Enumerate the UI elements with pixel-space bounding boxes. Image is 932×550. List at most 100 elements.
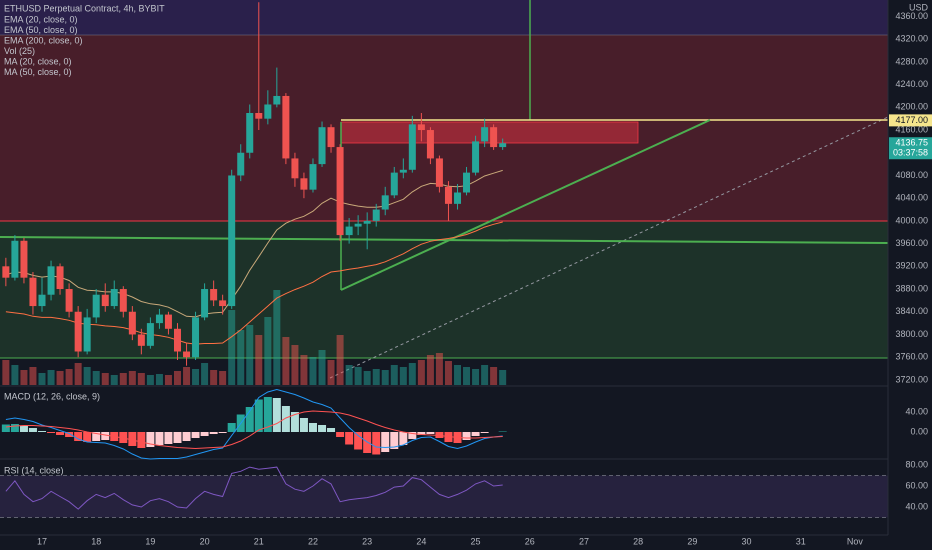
x-tick-label: 27 (579, 536, 589, 546)
candle-body (137, 334, 145, 346)
y-tick-label: 3960.00 (895, 238, 928, 248)
volume-bar (390, 365, 398, 385)
candle-body (192, 317, 200, 358)
macd-histogram-bar (263, 397, 272, 432)
box (340, 121, 639, 144)
x-tick-label: 28 (633, 536, 643, 546)
volume-bar (282, 337, 290, 385)
macd-histogram-bar (209, 432, 218, 434)
candle-body (20, 240, 28, 278)
macd-histogram-bar (218, 432, 227, 433)
candle-body (282, 95, 290, 159)
volume-bar (408, 363, 416, 385)
macd-histogram-bar (272, 398, 281, 432)
y-tick-label: 3920.00 (895, 261, 928, 271)
countdown: 03:37:58 (893, 148, 928, 158)
x-tick-label: 19 (145, 536, 155, 546)
macd-histogram-bar (372, 432, 381, 455)
x-tick-label: 26 (525, 536, 535, 546)
rsi-title: RSI (14, close) (4, 465, 64, 475)
y-tick-label: 60.00 (905, 480, 928, 490)
volume-bar (372, 369, 380, 385)
macd-histogram-bar (462, 432, 471, 440)
candle-body (164, 314, 172, 329)
y-tick-label: 4320.00 (895, 34, 928, 44)
volume-bar (345, 365, 353, 385)
volume-bar (417, 360, 425, 385)
candle-body (327, 127, 335, 148)
candle-body (183, 351, 191, 358)
candle-body (2, 266, 10, 278)
macd-histogram-bar (173, 432, 182, 443)
macd-line (5, 388, 503, 460)
macd-histogram-bar (128, 432, 137, 446)
candle-body (119, 289, 127, 312)
y-tick-label: 80.00 (905, 459, 928, 469)
candle-body (399, 169, 407, 173)
volume-bar (119, 373, 127, 385)
candle-body (29, 277, 37, 307)
macd-histogram-bar (381, 432, 390, 452)
volume-bar (354, 367, 362, 385)
y-tick-label: 3720.00 (895, 374, 928, 384)
volume-bar (246, 325, 254, 385)
volume-bar (336, 335, 344, 385)
candle-body (372, 209, 380, 221)
volume-bar (490, 367, 498, 385)
y-tick-label: 4000.00 (895, 215, 928, 225)
candle-body (210, 289, 218, 301)
alert-price-label: 4177.00 (895, 115, 928, 125)
indicator-legend: MA (50, close, 0) (4, 67, 72, 77)
macd-histogram-bar (471, 432, 480, 436)
volume-bar (381, 370, 389, 385)
zone-resistance (0, 35, 888, 221)
x-tick-label: 25 (471, 536, 481, 546)
y-tick-label: 3760.00 (895, 352, 928, 362)
candle-body (426, 130, 434, 159)
volume-bar (481, 365, 489, 385)
y-tick-label: 0.00 (910, 426, 928, 436)
macd-histogram-bar (245, 407, 254, 432)
candle-body (246, 113, 254, 153)
macd-histogram-bar (47, 432, 56, 433)
price-axis (888, 0, 932, 550)
macd-histogram-bar (56, 432, 65, 435)
volume-bar (11, 365, 19, 385)
candle-body (309, 164, 317, 190)
volume-bar (454, 365, 462, 385)
marks (0, 2, 888, 518)
candle-body (264, 104, 272, 119)
candle-body (228, 175, 236, 307)
candle-body (300, 178, 308, 190)
indicator-legend: EMA (200, close, 0) (4, 35, 83, 45)
macd-histogram-bar (498, 431, 507, 432)
volume-bar (128, 371, 136, 385)
candle-body (128, 311, 136, 335)
x-tick-label: 31 (796, 536, 806, 546)
macd-histogram-bar (299, 418, 308, 432)
trend-line (0, 236, 889, 244)
volume-bar (183, 367, 191, 385)
x-tick-label: 20 (200, 536, 210, 546)
candle-body (74, 311, 82, 352)
currency: USD (909, 2, 929, 12)
x-tick-label: 18 (91, 536, 101, 546)
volume-bar (472, 369, 480, 385)
macd-histogram-bar (101, 432, 110, 440)
volume-bar (463, 367, 471, 385)
macd-histogram-bar (182, 432, 191, 441)
y-tick-label: 4280.00 (895, 56, 928, 66)
macd-histogram-bar (92, 432, 101, 441)
macd-histogram-bar (426, 432, 435, 434)
candle-body (345, 226, 353, 236)
macd-histogram-bar (191, 432, 200, 438)
candle-body (92, 294, 100, 318)
volume-bar (38, 373, 46, 385)
volume-bar (20, 370, 28, 385)
y-tick-label: 4360.00 (895, 11, 928, 21)
macd-histogram-bar (417, 432, 426, 435)
volume-bar (74, 363, 82, 385)
candle-body (444, 186, 452, 204)
volume-bar (101, 373, 109, 385)
macd-histogram-bar (444, 432, 453, 442)
